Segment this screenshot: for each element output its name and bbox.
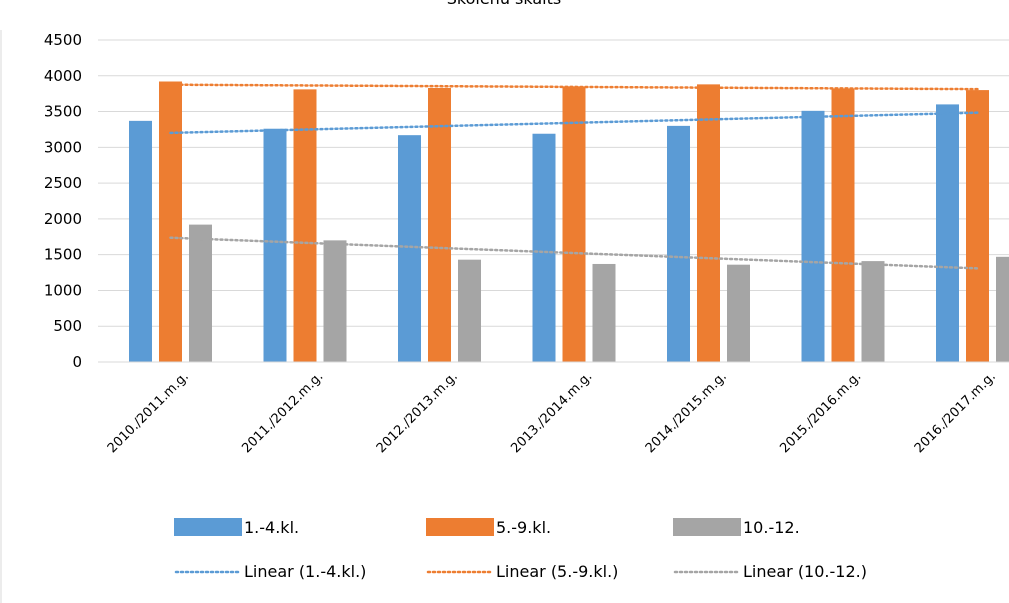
bar-10-12-4 (592, 263, 616, 362)
bar-5-9kl-1 (159, 81, 182, 362)
x-tick-label: 2015./2016.m.g. (777, 369, 864, 456)
bar-5-9kl-2 (293, 89, 317, 362)
x-tick-label: 2011./2012.m.g. (239, 369, 326, 456)
y-tick-label: 2000 (44, 210, 82, 228)
legend-label-10-12: 10.-12. (743, 518, 800, 537)
bar-1-4kl-1 (129, 120, 152, 362)
legend-trend-label-5-9kl: Linear (5.-9.kl.) (496, 562, 618, 581)
trendline-10-12 (169, 236, 979, 270)
x-axis-ticks: 2010./2011.m.g. 2011./2012.m.g. 2012./2013… (105, 369, 999, 456)
y-tick-label: 4500 (44, 31, 82, 49)
y-tick-label: 3500 (44, 103, 82, 121)
y-tick-label: 1500 (44, 246, 82, 264)
bar-10-12-6 (861, 261, 885, 362)
y-tick-label: 4000 (44, 67, 82, 85)
trendline-5-9kl (169, 83, 979, 91)
x-tick-label: 2013./2014.m.g. (508, 369, 595, 456)
bar-10-12-3 (458, 259, 481, 362)
y-tick-label: 2500 (44, 174, 82, 192)
y-tick-label: 1000 (44, 281, 82, 299)
x-tick-label: 2010./2011.m.g. (105, 369, 192, 456)
bar-1-4kl-7 (936, 104, 959, 363)
legend-label-1-4kl: 1.-4.kl. (244, 518, 299, 537)
bar-5-9kl-6 (831, 88, 855, 362)
x-tick-label: 2016./2017.m.g. (912, 369, 999, 456)
bar-1-4kl-3 (398, 135, 421, 362)
legend-swatch-5-9kl (426, 518, 494, 536)
y-tick-label: 0 (72, 353, 82, 371)
bar-1-4kl-4 (532, 133, 556, 362)
legend-swatch-1-4kl (174, 518, 242, 536)
bar-1-4kl-5 (667, 125, 690, 362)
bar-5-9kl-3 (428, 87, 451, 362)
bar-10-12-7 (996, 256, 1009, 362)
bar-5-9kl-4 (562, 86, 586, 362)
trendlines (169, 83, 979, 270)
bar-5-9kl-5 (697, 84, 720, 362)
bar-10-12-5 (727, 264, 750, 362)
bar-1-4kl-2 (263, 128, 287, 362)
bar-10-12-1 (189, 224, 212, 362)
y-tick-label: 500 (53, 317, 82, 335)
legend-label-5-9kl: 5.-9.kl. (496, 518, 551, 537)
y-axis-ticks: 0 500 1000 1500 2000 2500 3000 3500 4000 4500 (44, 31, 82, 371)
chart-title: Skolēnu skaits (447, 0, 561, 8)
y-tick-label: 3000 (44, 138, 82, 156)
bars (129, 81, 1009, 363)
x-tick-label: 2012./2013.m.g. (374, 369, 461, 456)
legend-swatch-10-12 (673, 518, 741, 536)
legend-trend-label-10-12: Linear (10.-12.) (743, 562, 867, 581)
legend-trend-label-1-4kl: Linear (1.-4.kl.) (244, 562, 366, 581)
bar-10-12-2 (323, 240, 347, 362)
trendline-1-4kl (169, 111, 979, 135)
bar-5-9kl-7 (966, 90, 989, 362)
x-tick-label: 2014./2015.m.g. (643, 369, 730, 456)
bar-1-4kl-6 (801, 110, 825, 362)
legend: 1.-4.kl. 5.-9.kl. 10.-12. Linear (1.-4.kl.)… (174, 518, 867, 581)
